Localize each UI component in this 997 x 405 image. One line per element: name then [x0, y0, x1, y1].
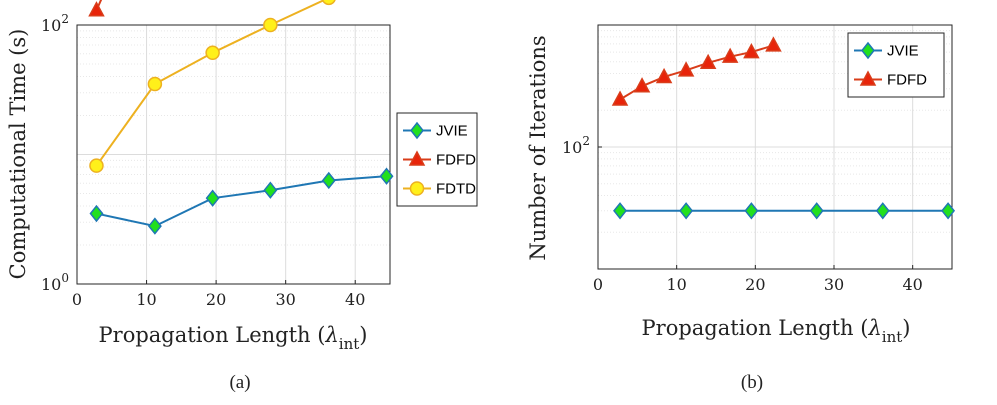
caption-b: (b): [741, 372, 763, 393]
data-point-fdtd: [205, 45, 220, 61]
chart-a-series: [88, 0, 394, 235]
x-tick-label: 20: [206, 290, 226, 309]
legend-marker: [409, 181, 425, 196]
caption-a: (a): [229, 372, 250, 393]
x-tick-label: 0: [72, 290, 82, 309]
chart-a-ylabel: Computational Time (s): [6, 29, 30, 280]
y-tick-label: 102: [562, 134, 590, 157]
chart-b-xlabel: Propagation Length (λint): [642, 316, 911, 346]
data-point-jvie: [679, 202, 694, 220]
chart-a-legend: JVIE FDFD FDTD: [396, 112, 478, 207]
data-point-fdtd: [263, 17, 278, 33]
data-point-fdfd: [743, 42, 760, 59]
series-line-fdfd: [95, 0, 103, 11]
legend-box: [847, 32, 945, 98]
chart-panel-b: 0 10 20 30 40 102 Propagation Length (λint) N…: [526, 24, 956, 393]
x-tick-label: 40: [345, 290, 365, 309]
x-tick-label: 0: [593, 275, 603, 294]
legend-label-fdtd: FDTD: [436, 181, 476, 198]
chart-b-tick-labels: 0 10 20 30 40 102: [562, 134, 923, 294]
legend-label-jvie: JVIE: [887, 43, 919, 60]
legend-marker: [408, 150, 426, 166]
data-point-fdfd: [765, 36, 782, 52]
y-tick-label: 102: [41, 12, 69, 35]
data-point-jvie: [321, 171, 336, 190]
data-point-jvie: [147, 217, 162, 235]
data-point-fdfd: [721, 47, 739, 63]
data-point-jvie: [613, 202, 627, 220]
data-point-fdtd: [89, 158, 104, 173]
chart-a-plot-frame: [76, 24, 391, 285]
x-tick-label: 10: [136, 290, 156, 309]
data-point-jvie: [875, 202, 890, 220]
data-point-fdtd: [147, 76, 163, 92]
legend-label-fdfd: FDFD: [436, 152, 476, 169]
legend-marker: [859, 70, 877, 86]
data-point-fdfd: [655, 67, 673, 84]
legend-label-fdfd: FDFD: [887, 72, 927, 89]
chart-a-xlabel: Propagation Length (λint): [99, 323, 368, 353]
x-tick-label: 30: [275, 290, 295, 309]
chart-b-ylabel: Number of Iterations: [526, 35, 550, 260]
data-point-jvie: [263, 181, 278, 199]
data-point-fdfd: [633, 77, 651, 93]
data-point-jvie: [89, 204, 104, 223]
legend-marker: [861, 41, 875, 60]
series-line-fdtd: [95, 0, 327, 167]
data-point-fdtd: [321, 0, 336, 6]
chart-b-legend: JVIE FDFD: [847, 32, 945, 98]
x-tick-label: 30: [824, 275, 844, 294]
data-point-jvie: [379, 167, 394, 185]
data-point-fdfd: [677, 61, 695, 77]
data-point-fdfd: [699, 53, 717, 70]
data-point-jvie: [744, 202, 759, 220]
chart-a-tick-labels: 0 10 20 30 40 100 102: [41, 12, 365, 309]
chart-b-series: [611, 36, 956, 220]
legend-label-jvie: JVIE: [436, 123, 468, 140]
y-tick-label: 100: [41, 271, 69, 294]
data-point-jvie: [941, 202, 956, 220]
x-tick-label: 10: [666, 275, 686, 294]
series-line-jvie: [96, 175, 387, 228]
data-point-jvie: [809, 202, 824, 220]
x-tick-label: 40: [902, 275, 922, 294]
data-point-fdfd: [88, 1, 105, 17]
x-tick-label: 20: [745, 275, 765, 294]
legend-marker: [410, 121, 424, 140]
data-point-jvie: [205, 189, 220, 207]
chart-a-grid: [76, 24, 390, 285]
data-point-fdfd: [611, 90, 629, 106]
chart-panel-a: 0 10 20 30 40 100 102 Propagation Length (λint…: [6, 0, 478, 393]
